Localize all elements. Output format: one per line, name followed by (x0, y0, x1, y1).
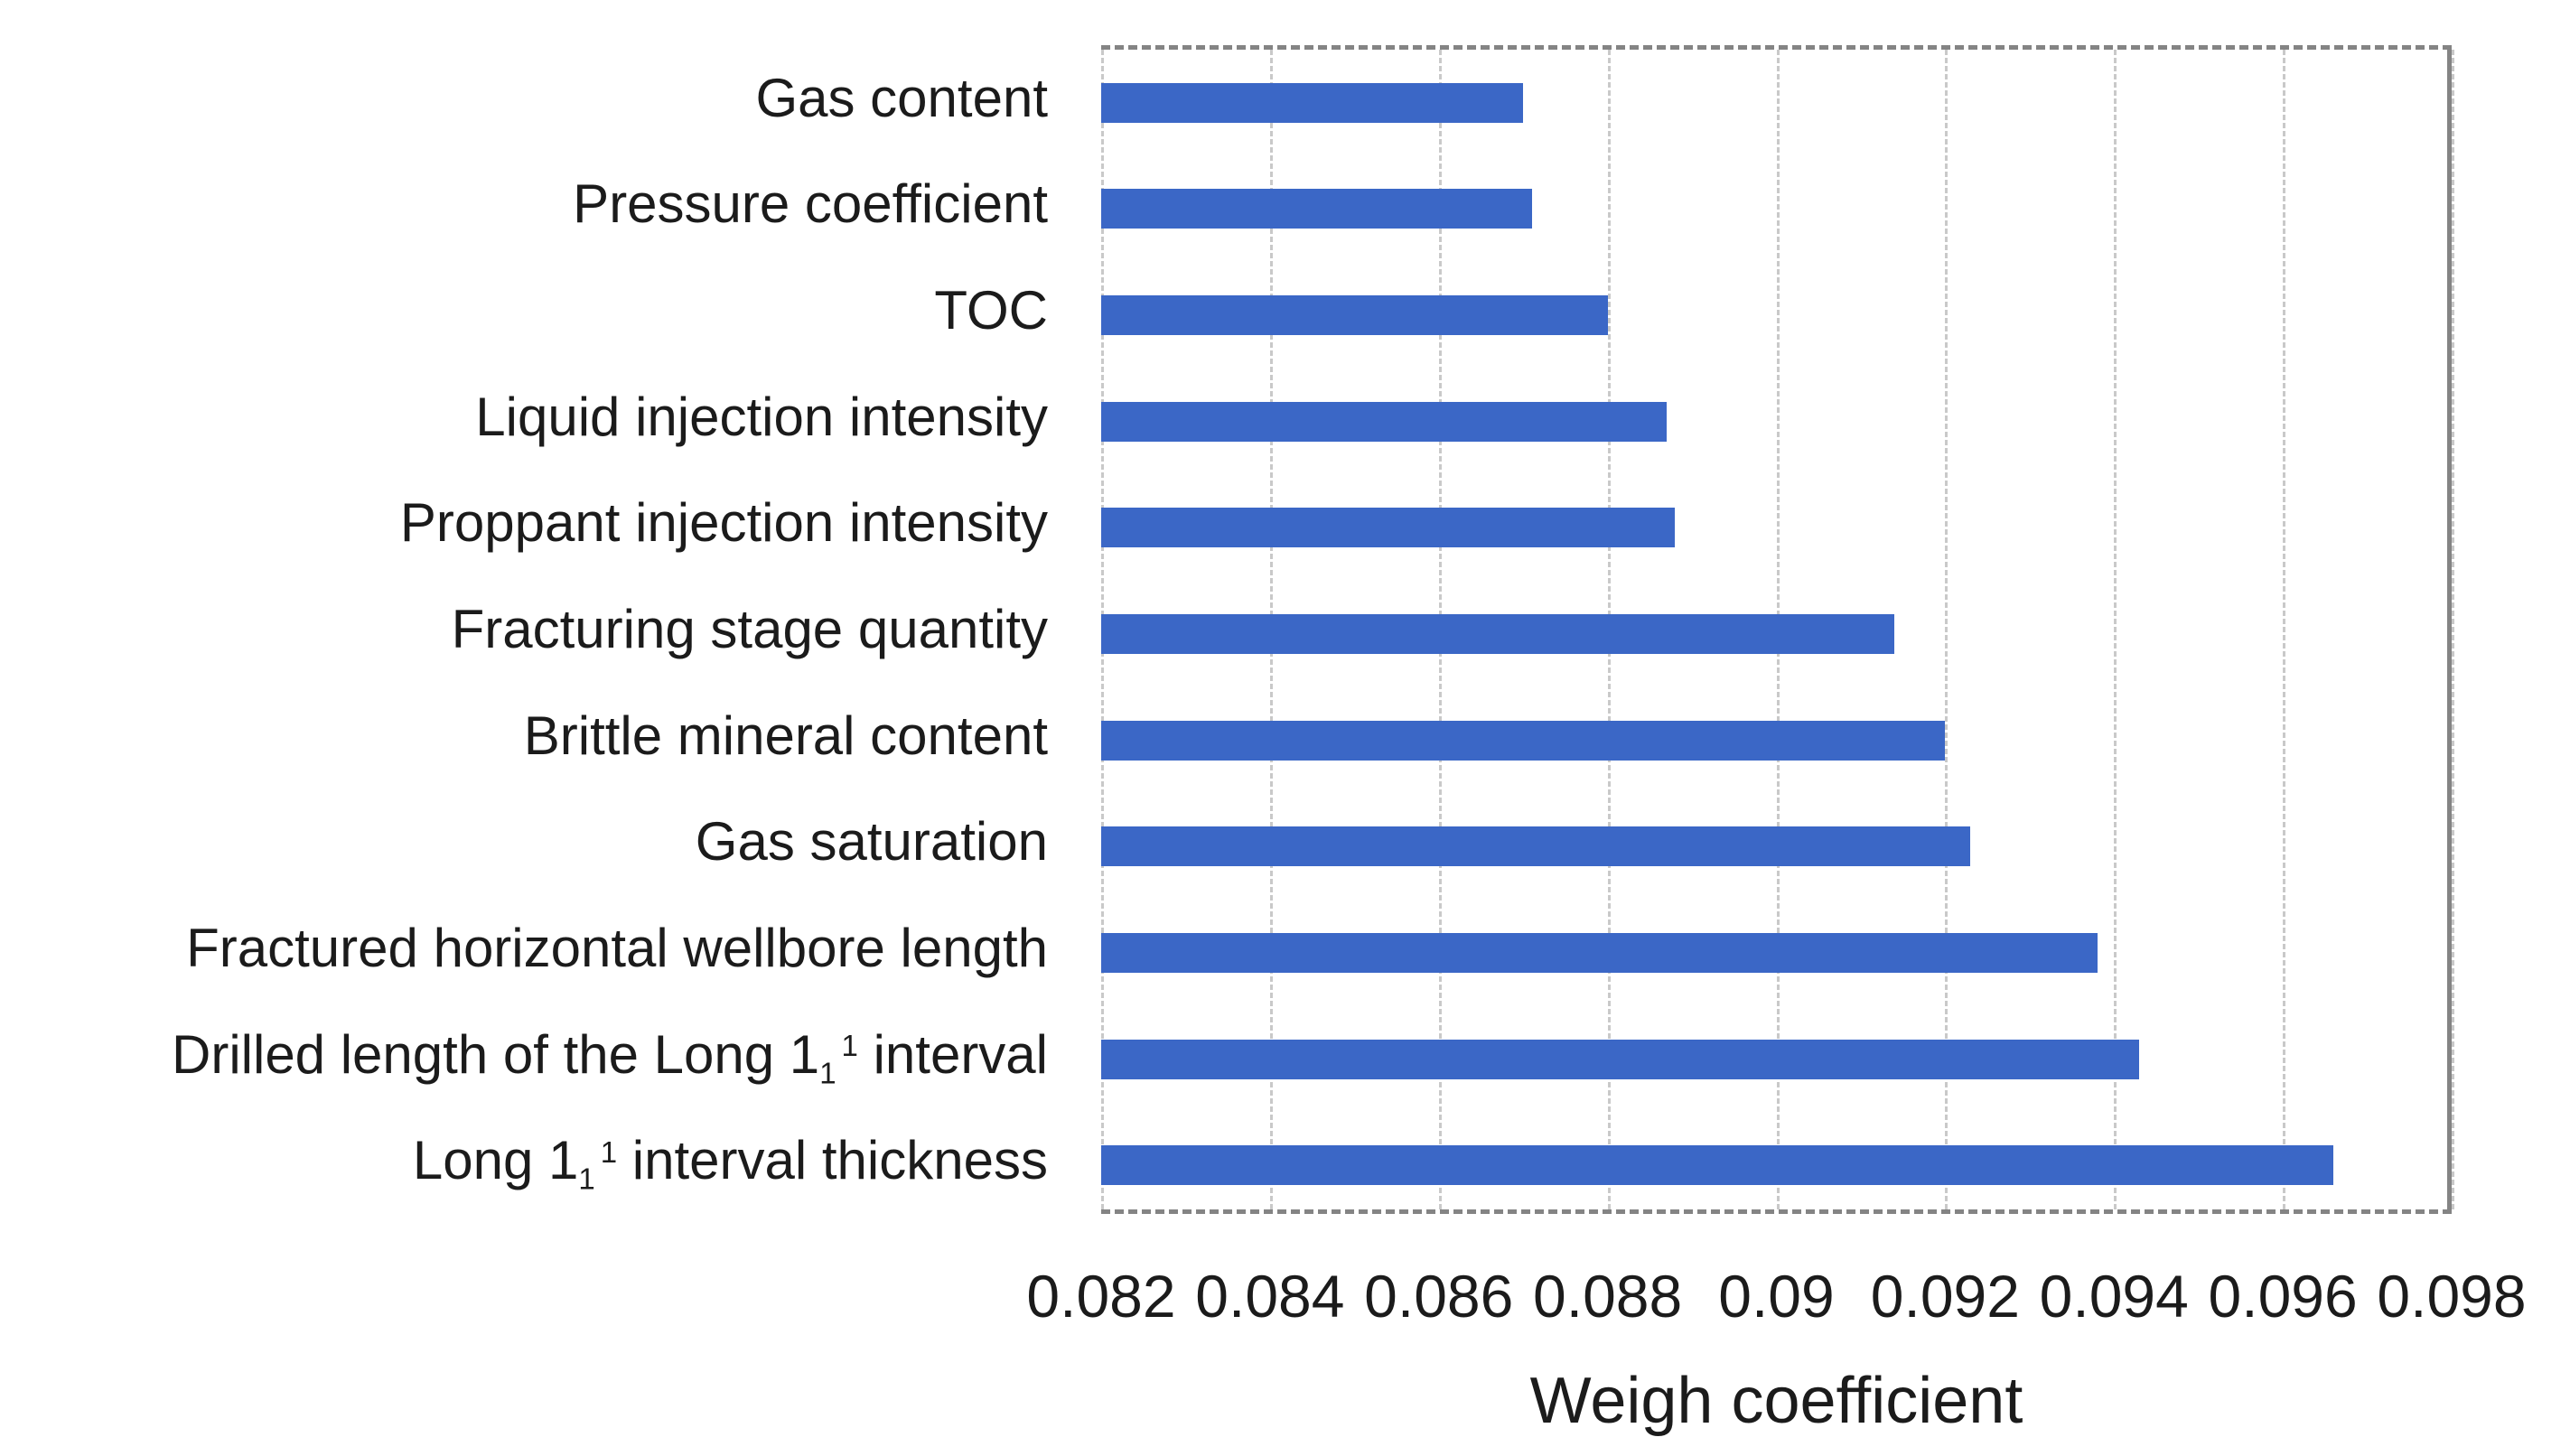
category-label-subscript: 1 (578, 1162, 595, 1196)
category-label: Gas content (0, 67, 1048, 128)
category-label: Drilled length of the Long 111 interval (0, 1027, 1048, 1090)
bar (1101, 401, 1668, 442)
x-gridline (2114, 50, 2117, 1209)
category-label: Fracturing stage quantity (0, 602, 1048, 657)
plot-area (1101, 45, 2454, 1214)
category-label-text: Pressure coefficient (573, 173, 1048, 235)
category-axis: Gas content Pressure coefficient TOC Liquid… (0, 45, 1048, 1214)
category-label-text: Long 1 (412, 1130, 579, 1191)
category-label-text: TOC (934, 280, 1048, 341)
bar (1101, 720, 1946, 761)
category-label-text: interval (857, 1023, 1048, 1085)
x-tick-label: 0.082 (1026, 1263, 1176, 1330)
category-label-text: Drilled length of the Long 1 (172, 1023, 820, 1085)
x-tick-label: 0.086 (1364, 1263, 1514, 1330)
bar (1101, 189, 1532, 229)
category-label: Proppant injection intensity (0, 496, 1048, 550)
category-label-text: Fractured horizontal wellbore length (186, 917, 1048, 978)
x-gridline (2283, 50, 2286, 1209)
category-label-text: Fracturing stage quantity (451, 599, 1048, 659)
category-label-text: interval thickness (617, 1130, 1048, 1191)
x-tick-label: 0.084 (1195, 1263, 1345, 1330)
category-label: TOC (0, 284, 1048, 338)
x-tick-label: 0.088 (1533, 1263, 1683, 1330)
category-label: Gas saturation (0, 815, 1048, 869)
category-label: Fractured horizontal wellbore length (0, 917, 1048, 978)
bar (1101, 614, 1895, 654)
x-tick-label: 0.098 (2377, 1263, 2527, 1330)
category-label: Liquid injection intensity (0, 386, 1048, 447)
category-label: Long 111 interval thickness (0, 1134, 1048, 1194)
category-label-subscript: 1 (819, 1056, 836, 1090)
bar (1101, 826, 1971, 867)
x-gridline (1945, 50, 1949, 1209)
x-tick-label: 0.096 (2208, 1263, 2358, 1330)
bar (1101, 508, 1676, 548)
x-gridline (2452, 50, 2454, 1209)
category-label-text: Brittle mineral content (523, 705, 1048, 766)
category-label-superscript: 1 (841, 1029, 858, 1063)
category-label: Brittle mineral content (0, 708, 1048, 763)
bar (1101, 932, 2098, 973)
bar (1101, 1039, 2140, 1079)
category-label-text: Proppant injection intensity (399, 492, 1048, 554)
category-label-text: Liquid injection intensity (475, 386, 1048, 447)
x-axis-title: Weigh coefficient (1529, 1365, 2023, 1437)
bar (1101, 82, 1524, 123)
bar (1101, 1145, 2334, 1186)
x-tick-label: 0.09 (1718, 1263, 1835, 1330)
x-tick-label: 0.094 (2039, 1263, 2189, 1330)
category-label: Pressure coefficient (0, 177, 1048, 231)
category-label-superscript: 1 (600, 1135, 618, 1170)
category-label-text: Gas saturation (695, 811, 1048, 873)
category-label-text: Gas content (755, 67, 1048, 128)
x-tick-label: 0.092 (1870, 1263, 2020, 1330)
bar (1101, 295, 1608, 336)
